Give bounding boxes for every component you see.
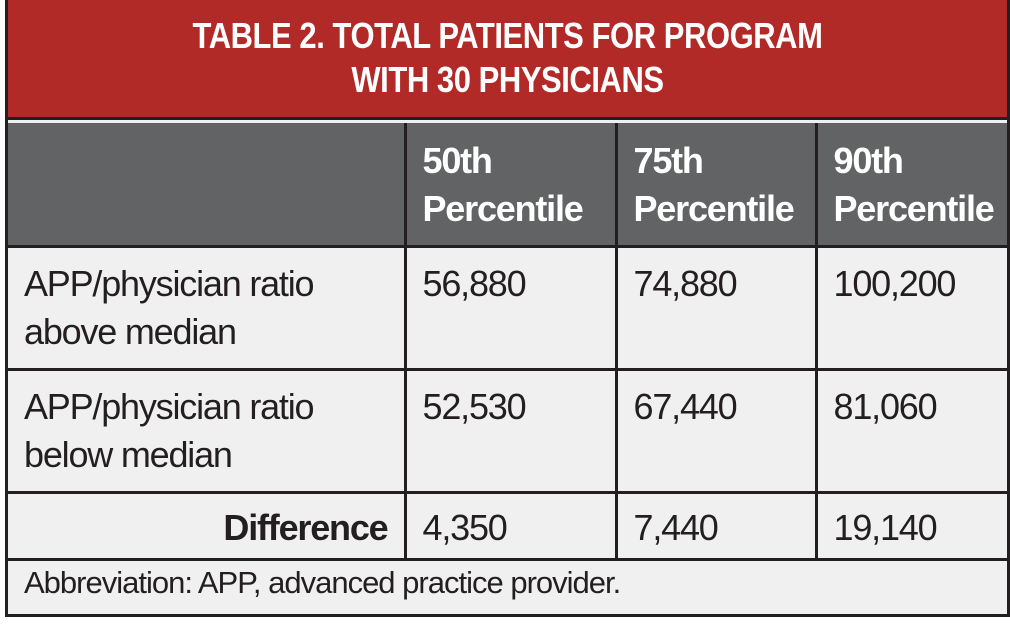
cell: 4,350 xyxy=(403,491,618,561)
difference-label: Difference xyxy=(8,491,407,561)
cell: 7,440 xyxy=(614,491,818,561)
footnote: Abbreviation: APP, advanced practice pro… xyxy=(24,565,621,600)
header-empty xyxy=(8,123,407,248)
cell: 74,880 xyxy=(614,245,818,371)
title-line-2: WITH 30 PHYSICIANS xyxy=(351,59,664,100)
table-row: APP/physician ratio above median 56,880 7… xyxy=(8,245,1007,371)
cell: 19,140 xyxy=(814,491,1007,561)
title-line-1: TABLE 2. TOTAL PATIENTS FOR PROGRAM xyxy=(192,15,823,56)
cell: 52,530 xyxy=(403,368,618,494)
header-90th: 90th Percentile xyxy=(814,123,1007,248)
row-label: APP/physician ratio above median xyxy=(8,245,407,371)
header-50th: 50th Percentile xyxy=(403,123,618,248)
row-label: APP/physician ratio below median xyxy=(8,368,407,494)
cell: 100,200 xyxy=(814,245,1007,371)
data-table: 50th Percentile 75th Percentile 90th Percen… xyxy=(8,123,1007,561)
table-title: TABLE 2. TOTAL PATIENTS FOR PROGRAM WITH… xyxy=(8,0,1007,120)
cell: 81,060 xyxy=(814,368,1007,494)
cell: 56,880 xyxy=(403,245,618,371)
cell: 67,440 xyxy=(614,368,818,494)
difference-row: Difference 4,350 7,440 19,140 xyxy=(8,491,1007,561)
header-row: 50th Percentile 75th Percentile 90th Percen… xyxy=(8,123,1007,248)
table-row: APP/physician ratio below median 52,530 6… xyxy=(8,368,1007,494)
header-75th: 75th Percentile xyxy=(614,123,818,248)
table-figure: TABLE 2. TOTAL PATIENTS FOR PROGRAM WITH… xyxy=(5,0,1010,617)
